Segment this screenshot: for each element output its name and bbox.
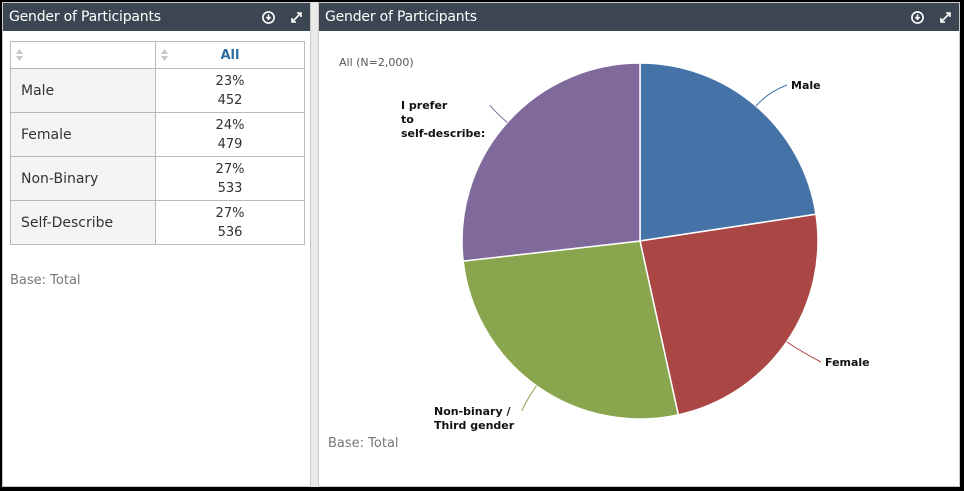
results-table: All Male 23% 452 Female 24%: [10, 41, 305, 245]
row-value: 23% 452: [155, 68, 305, 113]
pie-connector: [521, 385, 537, 412]
row-label: Female: [10, 112, 156, 157]
pie-chart: All (N=2,000) Male Female Non-binary / Thir…: [339, 56, 870, 432]
download-icon[interactable]: [910, 10, 924, 24]
row-label: Non-Binary: [10, 156, 156, 201]
chart-panel-title: Gender of Participants: [325, 9, 477, 25]
pie-slice[interactable]: [639, 62, 817, 242]
row-percent: 24%: [215, 117, 245, 133]
column-header-label: All: [220, 47, 240, 63]
sort-icon[interactable]: [160, 48, 170, 62]
sort-icon[interactable]: [15, 48, 25, 62]
pie-label: Male: [791, 79, 821, 92]
table-panel: Gender of Participants: [2, 2, 311, 487]
table-row: Male 23% 452: [10, 68, 305, 113]
pie-label: Female: [825, 356, 870, 369]
row-value: 27% 533: [155, 156, 305, 201]
table-header-row: All: [10, 41, 305, 69]
pie-connector: [489, 104, 508, 123]
pie-label: I prefer to self-describe:: [401, 99, 485, 140]
pie-connector: [755, 84, 788, 107]
expand-icon[interactable]: [938, 10, 952, 24]
row-percent: 23%: [215, 73, 245, 89]
row-percent: 27%: [215, 205, 245, 221]
table-row: Self-Describe 27% 536: [10, 200, 305, 245]
row-label: Male: [10, 68, 156, 113]
row-value: 27% 536: [155, 200, 305, 245]
pie-slice[interactable]: [461, 62, 641, 262]
row-percent: 27%: [215, 161, 245, 177]
pie-slice[interactable]: [462, 240, 680, 420]
table-row: Female 24% 479: [10, 112, 305, 157]
chart-base-note: Base: Total: [328, 436, 399, 451]
row-count: 533: [217, 180, 243, 196]
row-value: 24% 479: [155, 112, 305, 157]
row-count: 536: [217, 224, 243, 240]
pie-connector: [786, 341, 822, 363]
table-panel-title: Gender of Participants: [9, 9, 161, 25]
pie-slice[interactable]: [639, 213, 819, 416]
table-base-note: Base: Total: [10, 273, 81, 288]
row-label: Self-Describe: [10, 200, 156, 245]
table-row: Non-Binary 27% 533: [10, 156, 305, 201]
row-count: 479: [217, 136, 243, 152]
pie-label: Non-binary / Third gender: [434, 405, 515, 432]
chart-panel: Gender of Participants All (N=2,000) Mal…: [318, 2, 960, 487]
column-header-all[interactable]: All: [155, 41, 305, 69]
row-count: 452: [217, 92, 243, 108]
table-panel-header: Gender of Participants: [3, 3, 310, 31]
expand-icon[interactable]: [289, 10, 303, 24]
row-label-header[interactable]: [10, 41, 156, 69]
chart-subtitle: All (N=2,000): [339, 56, 414, 69]
download-icon[interactable]: [261, 10, 275, 24]
chart-panel-header: Gender of Participants: [319, 3, 959, 31]
